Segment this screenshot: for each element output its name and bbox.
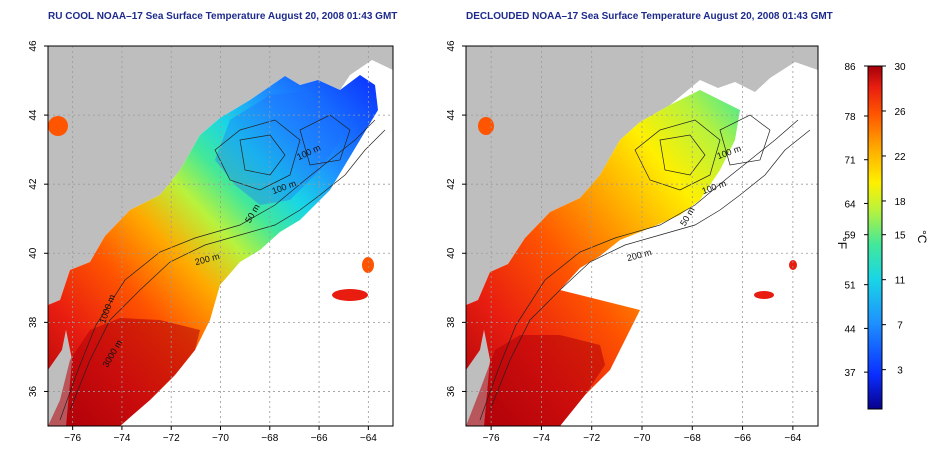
y-tick-label: 38: [28, 316, 39, 328]
f-tick-label: 51: [844, 281, 856, 292]
c-tick-label: 30: [894, 62, 906, 73]
colorbar-c-label: °C: [915, 230, 929, 244]
warm-core: [466, 335, 605, 426]
c-tick-label: 22: [894, 152, 906, 163]
f-tick-label: 37: [844, 368, 856, 379]
x-tick-label: −72: [583, 433, 600, 444]
f-tick-label: 64: [844, 199, 856, 210]
y-tick-label: 40: [446, 247, 457, 259]
y-tick-label: 44: [28, 109, 39, 121]
colorbar-f-label: °F: [835, 237, 849, 249]
isobath-contours: [479, 114, 811, 421]
x-tick-label: −64: [360, 433, 377, 444]
warm-eddy: [789, 260, 797, 270]
lat-lon-grid: [48, 46, 393, 426]
colorbar-frame: [867, 65, 883, 410]
land-mass: [466, 46, 818, 305]
axes: −76 −74 −72 −70 −68 −66 −64 46 44 42 40 38 36: [446, 40, 802, 444]
lat-lon-grid: [466, 46, 818, 426]
x-tick-label: −74: [533, 433, 550, 444]
f-tick-label: 44: [844, 324, 856, 335]
f-tick-label: 59: [844, 231, 856, 242]
f-tick-label: 71: [844, 156, 856, 167]
x-tick-label: −66: [734, 433, 751, 444]
colorbar-ticks: 30 26 22 18 15 11 7 3 86 78 71 64 59 51 44 37: [844, 62, 906, 379]
x-tick-label: −68: [684, 433, 701, 444]
x-tick-label: −76: [64, 433, 81, 444]
y-tick-label: 40: [28, 247, 39, 259]
y-tick-label: 42: [28, 178, 39, 190]
land-mass: [48, 46, 393, 305]
c-tick-label: 18: [894, 197, 906, 208]
x-tick-label: −72: [163, 433, 180, 444]
colorbar-ramp: [868, 66, 882, 409]
y-tick-label: 42: [446, 178, 457, 190]
warm-eddy: [754, 291, 774, 299]
x-tick-label: −70: [212, 433, 229, 444]
warm-spot: [48, 116, 68, 136]
warm-core: [48, 318, 200, 426]
x-tick-label: −68: [261, 433, 278, 444]
c-tick-label: 3: [897, 366, 903, 377]
colorbar: 30 26 22 18 15 11 7 3 86 78 71 64 59 51 44 37 °F °C: [835, 62, 929, 410]
panel-title-raw: RU COOL NOAA–17 Sea Surface Temperature …: [48, 11, 398, 22]
warm-eddy: [332, 289, 368, 301]
c-tick-label: 15: [894, 231, 906, 242]
x-tick-label: −70: [634, 433, 651, 444]
c-tick-label: 26: [894, 107, 906, 118]
axes: −76 −74 −72 −70 −68 −66 −64 46 44 42 40 38 36: [28, 40, 377, 444]
x-tick-label: −64: [784, 433, 801, 444]
warm-eddy: [362, 257, 374, 273]
y-tick-label: 46: [28, 40, 39, 52]
x-tick-label: −76: [483, 433, 500, 444]
y-tick-label: 36: [28, 385, 39, 397]
isobath-contours: [59, 114, 386, 421]
c-tick-label: 11: [895, 276, 906, 287]
warm-spot: [478, 117, 494, 135]
f-tick-label: 86: [844, 62, 856, 73]
y-tick-label: 44: [446, 109, 457, 121]
x-tick-label: −66: [311, 433, 328, 444]
f-tick-label: 78: [844, 112, 856, 123]
c-tick-label: 7: [897, 321, 903, 332]
y-tick-label: 38: [446, 316, 457, 328]
y-tick-label: 36: [446, 385, 457, 397]
y-tick-label: 46: [446, 40, 457, 52]
panel-title-declouded: DECLOUDED NOAA–17 Sea Surface Temperatur…: [466, 11, 833, 22]
x-tick-label: −74: [113, 433, 130, 444]
